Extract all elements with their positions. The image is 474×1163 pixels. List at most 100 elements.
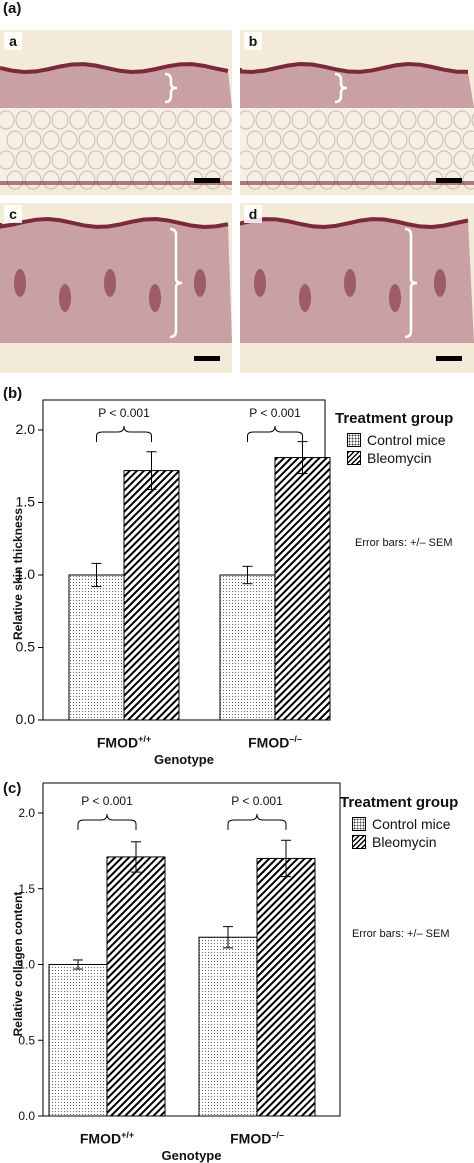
fat-cell	[408, 130, 426, 150]
fat-layer	[0, 108, 232, 185]
fat-cell	[123, 110, 141, 130]
scale-bar	[436, 356, 462, 361]
control-bar	[198, 936, 258, 1117]
legend-title: Treatment group	[340, 794, 459, 811]
error-bars-note: Error bars: +/– SEM	[355, 537, 453, 549]
dermis-layer	[240, 219, 474, 343]
fat-cell	[168, 170, 186, 190]
fat-cell	[462, 130, 474, 150]
legend-item: Bleomycin	[347, 450, 432, 466]
category-name: FMOD	[230, 1130, 272, 1147]
fat-cell	[399, 150, 417, 170]
fat-cell	[363, 150, 381, 170]
fat-cell	[318, 130, 336, 150]
skin-thickness-chart: 0.0 0.5 1.0 1.5 2.0 P < 0.001 P < 0.001 FMOD+/+…	[0, 380, 474, 775]
micrograph-image	[0, 203, 232, 373]
control-bar	[68, 574, 125, 721]
micrograph-label: b	[244, 32, 262, 50]
fat-cell	[195, 110, 213, 130]
collagen-content-chart: 0.0 0.5 1.0 1.5 2.0 P < 0.001 P < 0.001 FMOD+/+…	[0, 780, 474, 1163]
legend-label: Control mice	[367, 432, 446, 448]
legend-item: Control mice	[347, 432, 446, 448]
epidermis-layer	[240, 217, 469, 229]
fat-cell	[42, 170, 60, 190]
micrograph-image	[240, 203, 474, 373]
fat-cell	[114, 170, 132, 190]
hair-follicle	[299, 284, 311, 312]
fat-cell	[177, 150, 195, 170]
fat-cell	[363, 110, 381, 130]
bleomycin-bar	[123, 470, 180, 721]
fat-cell	[354, 130, 372, 150]
y-tick-label: 2.0	[18, 806, 35, 820]
hair-follicle	[149, 284, 161, 312]
fat-cell	[417, 110, 435, 130]
category-superscript: +/+	[121, 1130, 135, 1140]
significance-bracket	[247, 425, 303, 442]
micrograph-label: d	[244, 205, 262, 223]
hair-follicle	[194, 269, 206, 297]
x-axis-label: Genotype	[154, 752, 214, 767]
micrograph-c: c	[0, 203, 232, 373]
legend-title: Treatment group	[335, 410, 454, 427]
fat-cell	[291, 110, 309, 130]
fat-cell	[471, 113, 474, 127]
hair-follicle	[14, 269, 26, 297]
fat-cell	[408, 170, 426, 190]
fat-cell	[444, 130, 462, 150]
fat-cell	[327, 110, 345, 130]
fat-cell	[453, 110, 471, 130]
fat-cell	[300, 130, 318, 150]
fat-cell	[204, 130, 222, 150]
scale-bar	[194, 178, 220, 183]
panel-c-label: (c)	[3, 780, 22, 797]
fat-cell	[222, 130, 232, 150]
scale-bar	[194, 356, 220, 361]
thickness-bracket	[169, 227, 183, 339]
y-tick-label: 1.0	[16, 566, 36, 582]
dots-swatch-icon	[352, 817, 366, 831]
fat-cell	[213, 110, 231, 130]
micrograph-label: c	[4, 205, 22, 223]
y-tick-label: 0.0	[16, 711, 36, 727]
category-superscript: +/+	[138, 734, 152, 744]
y-tick-label: 0.0	[18, 1109, 35, 1123]
hair-follicle	[389, 284, 401, 312]
hair-follicle	[104, 269, 116, 297]
fat-cell	[69, 110, 87, 130]
p-value-label: P < 0.001	[231, 794, 283, 808]
fat-cell	[141, 110, 159, 130]
fat-cell	[96, 170, 114, 190]
fat-cell	[282, 170, 300, 190]
y-axis-label: Relative collagen content	[11, 891, 25, 1036]
fat-cell	[417, 150, 435, 170]
plot-frame	[42, 782, 341, 1117]
epidermis-layer	[0, 217, 229, 229]
scale-bar	[436, 178, 462, 183]
fat-cell	[78, 130, 96, 150]
fat-cell	[87, 150, 105, 170]
chart-svg: 0.0 0.5 1.0 1.5 2.0	[16, 399, 331, 727]
fat-cell	[195, 150, 213, 170]
fat-cell	[453, 150, 471, 170]
fat-cell	[6, 130, 24, 150]
fat-cell	[372, 130, 390, 150]
thickness-bracket	[334, 72, 348, 104]
fat-cell	[273, 110, 291, 130]
fat-cell	[381, 150, 399, 170]
hair-follicle	[434, 269, 446, 297]
category-label: FMOD–/–	[230, 1130, 284, 1147]
legend-item: Bleomycin	[352, 834, 437, 850]
error-bars-note: Error bars: +/– SEM	[352, 928, 450, 940]
fat-cell	[273, 150, 291, 170]
fat-cell	[426, 130, 444, 150]
fat-cell	[345, 110, 363, 130]
hair-follicle	[254, 269, 266, 297]
fat-cell	[60, 170, 78, 190]
fat-cell	[33, 110, 51, 130]
fat-cell	[309, 110, 327, 130]
dermis-layer	[0, 64, 232, 108]
fat-cell	[291, 150, 309, 170]
category-label: FMOD+/+	[80, 1130, 134, 1147]
fat-cell	[0, 150, 15, 170]
